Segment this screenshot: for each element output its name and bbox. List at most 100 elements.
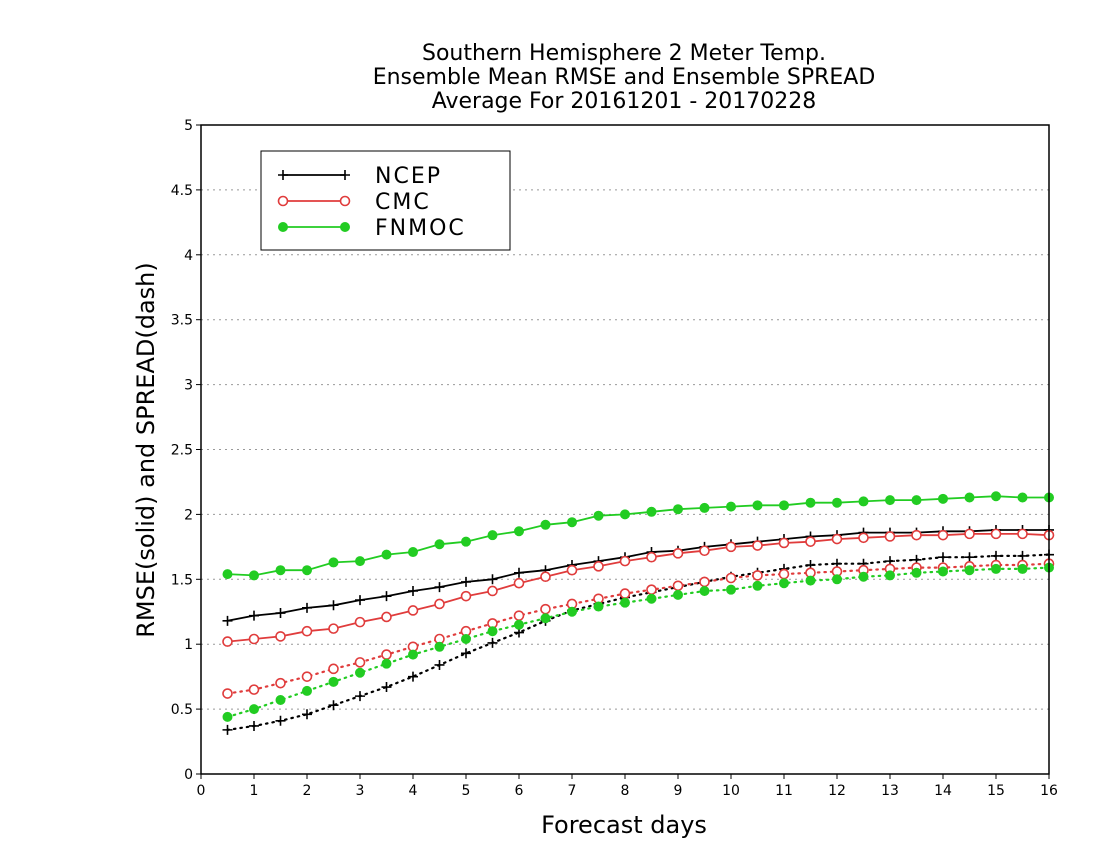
data-point-cmc-rmse <box>301 625 313 637</box>
title-line-2: Ensemble Mean RMSE and Ensemble SPREAD <box>373 65 876 90</box>
data-point-fnmoc-spread <box>779 578 789 589</box>
data-point-ncep-spread <box>355 691 365 702</box>
data-point-cmc-rmse <box>275 631 286 642</box>
series-fnmoc-spread <box>222 562 1054 722</box>
series-line-ncep-rmse <box>227 529 1049 622</box>
y-axis-ticks: 0 0.5 1 1.5 2 2.5 3 3.5 4 4.5 5 <box>171 118 201 783</box>
data-point-ncep-spread <box>991 550 1001 561</box>
data-point-fnmoc-spread <box>832 574 842 585</box>
legend-label: NCEP <box>375 164 442 189</box>
data-point-cmc-spread <box>540 603 551 615</box>
legend-label: FNMOC <box>375 216 466 241</box>
data-point-ncep-rmse <box>355 595 365 606</box>
data-point-fnmoc-rmse <box>938 493 948 504</box>
data-point-ncep-spread <box>938 552 948 563</box>
title-line-3: Average For 20161201 - 20170228 <box>432 89 817 114</box>
data-point-cmc-rmse <box>725 541 737 553</box>
y-tick-label: 4 <box>184 248 193 264</box>
series-cmc-spread <box>222 558 1055 699</box>
data-point-cmc-rmse <box>513 577 525 589</box>
x-tick-label: 0 <box>197 783 206 799</box>
data-point-fnmoc-rmse <box>355 556 365 567</box>
x-axis-label: Forecast days <box>541 811 707 839</box>
data-point-cmc-rmse <box>619 555 631 567</box>
data-point-fnmoc-spread <box>673 589 683 600</box>
data-point-cmc-spread <box>619 588 631 599</box>
data-point-fnmoc-spread <box>752 580 763 591</box>
x-tick-label: 1 <box>250 783 259 799</box>
data-point-fnmoc-spread <box>408 649 418 660</box>
data-point-fnmoc-spread <box>567 606 577 617</box>
data-point-fnmoc-rmse <box>540 519 551 530</box>
y-tick-label: 1.5 <box>171 572 193 588</box>
data-point-ncep-rmse <box>487 574 498 585</box>
data-point-cmc-rmse <box>831 533 843 545</box>
data-point-fnmoc-rmse <box>752 500 763 511</box>
data-point-fnmoc-rmse <box>275 565 286 576</box>
data-point-cmc-rmse <box>460 590 472 602</box>
data-point-cmc-rmse <box>672 548 684 559</box>
data-point-fnmoc-spread <box>593 601 604 612</box>
data-point-fnmoc-rmse <box>726 501 736 512</box>
legend-marker <box>278 222 288 232</box>
data-point-fnmoc-rmse <box>222 569 233 580</box>
legend-marker <box>340 170 350 180</box>
data-point-fnmoc-rmse <box>408 547 418 558</box>
data-point-cmc-spread <box>381 649 392 660</box>
data-point-fnmoc-rmse <box>620 509 630 520</box>
series-ncep-rmse <box>222 524 1054 626</box>
data-point-cmc-rmse <box>937 529 949 541</box>
data-point-fnmoc-rmse <box>1017 492 1028 503</box>
series-line-cmc-spread <box>226 562 1051 695</box>
data-point-fnmoc-spread <box>938 566 948 577</box>
data-point-fnmoc-spread <box>911 567 922 578</box>
data-point-cmc-spread <box>699 576 710 588</box>
data-point-fnmoc-rmse <box>646 506 657 517</box>
gridlines <box>201 189 1049 710</box>
legend-marker <box>278 170 288 180</box>
x-tick-label: 3 <box>356 783 365 799</box>
data-point-cmc-spread <box>301 671 313 682</box>
x-tick-label: 2 <box>303 783 312 799</box>
data-point-fnmoc-rmse <box>858 496 869 507</box>
x-tick-label: 4 <box>409 783 418 799</box>
data-point-fnmoc-rmse <box>434 539 445 550</box>
data-point-cmc-rmse <box>805 536 816 547</box>
data-point-ncep-spread <box>434 659 445 670</box>
data-point-cmc-rmse <box>778 537 790 549</box>
y-tick-label: 1 <box>184 637 193 653</box>
data-point-fnmoc-rmse <box>805 497 816 508</box>
data-point-ncep-rmse <box>461 576 471 587</box>
data-point-cmc-spread <box>778 568 790 580</box>
data-point-cmc-spread <box>248 684 260 695</box>
data-point-cmc-rmse <box>858 532 869 544</box>
data-point-fnmoc-spread <box>540 613 551 624</box>
data-point-ncep-rmse <box>222 615 233 626</box>
data-point-cmc-spread <box>752 570 763 581</box>
data-point-fnmoc-rmse <box>699 502 710 513</box>
data-point-cmc-spread <box>513 610 525 621</box>
x-tick-label: 15 <box>987 783 1005 799</box>
legend-item-ncep: NCEP <box>278 164 442 189</box>
data-point-cmc-spread <box>275 677 286 689</box>
data-point-ncep-spread <box>302 709 312 720</box>
data-point-ncep-spread <box>275 715 286 726</box>
data-point-cmc-rmse <box>248 633 260 645</box>
data-point-fnmoc-spread <box>991 563 1001 574</box>
data-point-fnmoc-rmse <box>885 495 895 506</box>
x-tick-label: 11 <box>775 783 793 799</box>
data-point-fnmoc-rmse <box>249 570 259 581</box>
chart-title: Southern Hemisphere 2 Meter Temp. Ensemb… <box>373 41 876 114</box>
data-point-fnmoc-spread <box>646 593 657 604</box>
data-point-fnmoc-spread <box>249 704 259 715</box>
data-point-cmc-rmse <box>699 545 710 557</box>
series-ncep-spread <box>222 549 1054 735</box>
series-fnmoc-rmse <box>222 491 1054 581</box>
series-line-ncep-spread <box>226 553 1051 732</box>
y-tick-label: 3.5 <box>171 313 193 329</box>
legend-marker <box>339 195 351 207</box>
data-point-fnmoc-spread <box>805 575 816 586</box>
data-point-fnmoc-rmse <box>328 557 339 568</box>
data-point-fnmoc-spread <box>275 695 286 706</box>
data-point-ncep-rmse <box>275 608 286 619</box>
